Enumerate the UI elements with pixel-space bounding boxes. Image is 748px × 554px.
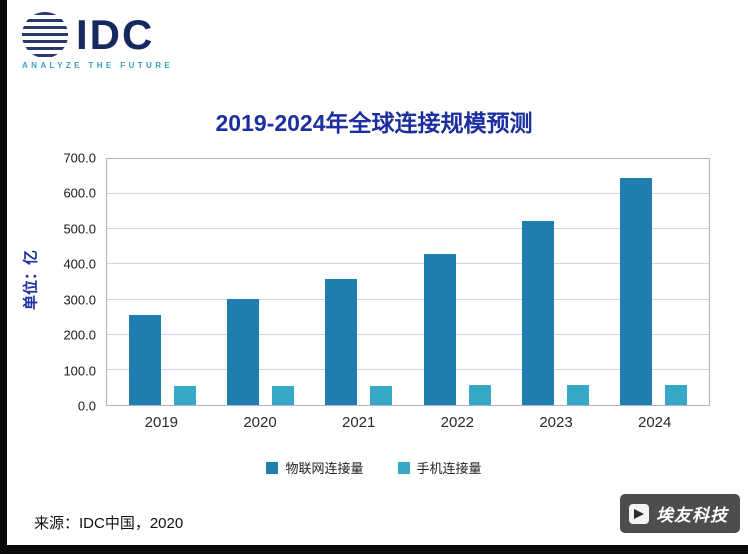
legend-item-手机连接量: 手机连接量 — [397, 458, 482, 477]
legend: 物联网连接量 手机连接量 — [0, 458, 748, 477]
bar-手机连接量-2023 — [566, 384, 589, 405]
left-edge-bar — [0, 0, 7, 554]
bar-手机连接量-2020 — [271, 385, 294, 405]
idc-logo-tagline: ANALYZE THE FUTURE — [22, 61, 174, 70]
gridline — [107, 368, 709, 370]
y-tick-label: 600.0 — [63, 185, 96, 201]
gridline — [107, 333, 709, 335]
bar-手机连接量-2019 — [173, 385, 196, 405]
y-tick-label: 500.0 — [63, 221, 96, 237]
y-tick-label: 100.0 — [63, 363, 96, 379]
legend-item-物联网连接量: 物联网连接量 — [266, 458, 364, 477]
watermark-text: 埃友科技 — [656, 506, 728, 525]
y-tick-label: 400.0 — [63, 256, 96, 272]
y-tick-label: 300.0 — [63, 292, 96, 308]
chart-title: 2019-2024年全球连接规模预测 — [215, 110, 533, 136]
y-axis: 0.0 100.0 200.0 300.0 400.0 500.0 600.0 700.0 — [46, 151, 106, 414]
x-axis-label-2020: 2020 — [243, 414, 277, 431]
bar-groups — [107, 159, 709, 405]
x-axis-label-2022: 2022 — [440, 414, 475, 431]
bar-group-2019 — [113, 159, 211, 405]
bar-group-2020 — [211, 159, 309, 405]
x-axis-label-2019: 2019 — [144, 414, 179, 431]
legend-swatch — [397, 461, 410, 474]
bar-物联网连接量-2024 — [620, 178, 653, 405]
idc-logo-text: IDC — [76, 11, 155, 58]
gridline — [107, 298, 709, 300]
bar-物联网连接量-2019 — [128, 315, 161, 405]
bottom-edge-bar — [0, 545, 748, 554]
bar-物联网连接量-2020 — [226, 298, 259, 405]
bar-手机连接量-2021 — [370, 385, 393, 405]
watermark-logo-icon — [629, 503, 649, 524]
watermark-badge: 埃友科技 — [620, 494, 740, 533]
bar-group-2023 — [506, 159, 604, 405]
legend-label: 物联网连接量 — [285, 461, 364, 476]
y-tick-label: 700.0 — [63, 150, 96, 166]
idc-logo-row: IDC — [22, 12, 173, 58]
bar-group-2021 — [310, 159, 408, 405]
y-tick-label: 200.0 — [63, 327, 96, 343]
x-axis-label-2021: 2021 — [341, 414, 376, 431]
chart-area: 0.0 100.0 200.0 300.0 400.0 500.0 600.0 700.0 — [46, 151, 710, 414]
legend-label: 手机连接量 — [416, 461, 482, 476]
gridline — [107, 193, 709, 195]
bar-物联网连接量-2023 — [521, 220, 554, 405]
y-axis-title: 单位：亿 — [22, 249, 40, 311]
x-axis-label-2024: 2024 — [638, 414, 672, 431]
bar-group-2024 — [605, 159, 703, 405]
y-tick-label: 0.0 — [77, 398, 96, 414]
globe-icon — [22, 12, 68, 58]
bar-物联网连接量-2021 — [325, 278, 358, 405]
bar-物联网连接量-2022 — [423, 253, 456, 405]
idc-logo: IDC ANALYZE THE FUTURE — [22, 12, 173, 70]
gridline — [107, 228, 709, 230]
source-note: 来源：IDC中国，2020 — [34, 515, 184, 532]
x-axis: 2019 2020 2021 2022 2023 2024 — [106, 414, 710, 431]
legend-swatch — [266, 461, 279, 474]
bar-group-2022 — [408, 159, 506, 405]
gridline — [107, 263, 709, 265]
bar-手机连接量-2024 — [665, 384, 688, 405]
plot-area — [106, 158, 710, 406]
bar-手机连接量-2022 — [468, 384, 491, 405]
x-axis-label-2023: 2023 — [539, 414, 573, 431]
